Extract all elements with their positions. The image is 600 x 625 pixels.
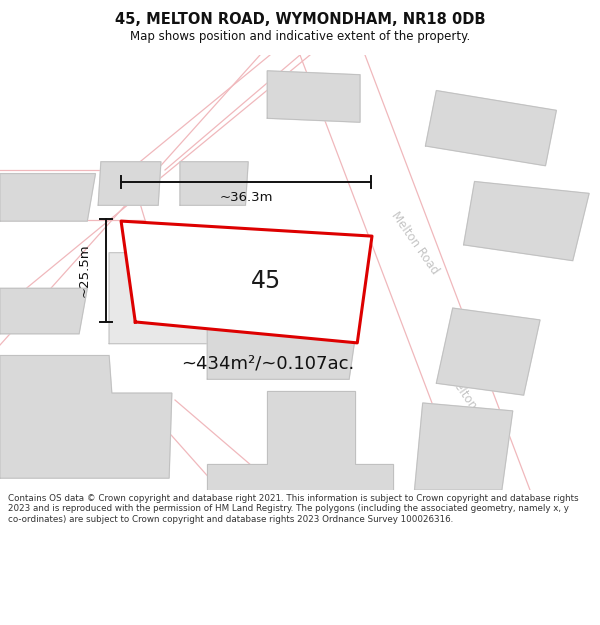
Polygon shape <box>98 162 161 205</box>
Text: ~25.5m: ~25.5m <box>78 244 91 298</box>
Text: 45, MELTON ROAD, WYMONDHAM, NR18 0DB: 45, MELTON ROAD, WYMONDHAM, NR18 0DB <box>115 12 485 27</box>
Text: Map shows position and indicative extent of the property.: Map shows position and indicative extent… <box>130 30 470 43</box>
Polygon shape <box>0 170 145 220</box>
Polygon shape <box>109 253 229 344</box>
Text: ~36.3m: ~36.3m <box>219 191 273 204</box>
Text: Melton Road: Melton Road <box>388 209 441 277</box>
Polygon shape <box>207 391 393 490</box>
Polygon shape <box>180 162 248 205</box>
Text: 45: 45 <box>251 269 281 292</box>
Polygon shape <box>415 403 513 490</box>
Polygon shape <box>300 55 600 490</box>
Polygon shape <box>0 288 87 334</box>
Polygon shape <box>335 55 590 220</box>
Polygon shape <box>0 400 220 490</box>
Text: Contains OS data © Crown copyright and database right 2021. This information is : Contains OS data © Crown copyright and d… <box>8 494 578 524</box>
Polygon shape <box>436 308 540 395</box>
Polygon shape <box>0 174 95 221</box>
Text: ~434m²/~0.107ac.: ~434m²/~0.107ac. <box>181 354 354 372</box>
Text: Melton Road: Melton Road <box>445 371 498 439</box>
Polygon shape <box>0 356 172 478</box>
Polygon shape <box>207 304 360 379</box>
Polygon shape <box>121 221 372 343</box>
Polygon shape <box>425 91 556 166</box>
Polygon shape <box>140 400 310 490</box>
Polygon shape <box>267 71 360 122</box>
Polygon shape <box>464 181 589 261</box>
